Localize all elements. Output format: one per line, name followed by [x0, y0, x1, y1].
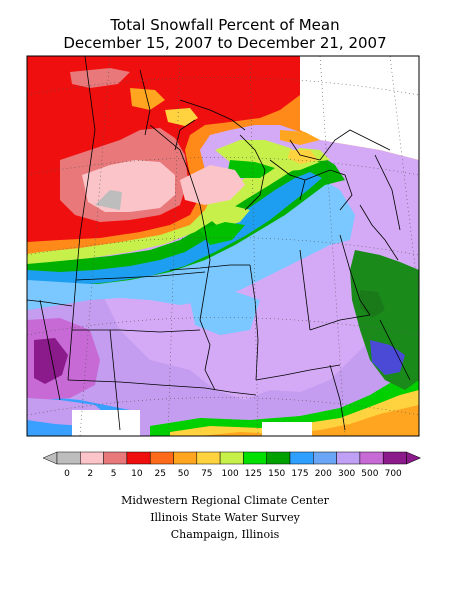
- legend-swatch: [80, 451, 104, 465]
- legend-arrow-high: [406, 451, 422, 465]
- credit-location: Champaign, Illinois: [170, 528, 280, 541]
- legend-swatch: [103, 451, 128, 465]
- legend-label: 2: [87, 469, 93, 479]
- legend-label: 700: [385, 469, 402, 479]
- legend-swatches: [42, 451, 422, 465]
- legend-swatch: [359, 451, 384, 465]
- map-frame: [26, 55, 420, 437]
- legend-swatch: [126, 451, 151, 465]
- legend-label: 75: [201, 469, 212, 479]
- credit-survey: Illinois State Water Survey: [150, 511, 300, 524]
- legend-label: 0: [64, 469, 70, 479]
- legend-labels: 0 2 5 10 25 50 75 100 125 150 175 200 300 500 700: [64, 469, 402, 479]
- legend-swatch: [149, 451, 174, 465]
- legend-swatch: [196, 451, 221, 465]
- legend-arrow-low: [42, 451, 58, 465]
- legend-swatch: [173, 451, 198, 465]
- legend-label: 175: [291, 469, 308, 479]
- snowfall-shading: [27, 56, 419, 436]
- map-title: Total Snowfall Percent of Mean: [110, 16, 340, 34]
- legend-label: 5: [111, 469, 117, 479]
- credit-organization: Midwestern Regional Climate Center: [121, 494, 329, 507]
- legend-label: 100: [222, 469, 239, 479]
- legend-label: 200: [315, 469, 332, 479]
- legend-label: 500: [361, 469, 378, 479]
- legend-swatch: [56, 451, 81, 465]
- legend-label: 50: [178, 469, 190, 479]
- legend-swatch: [382, 451, 407, 465]
- legend-swatch: [219, 451, 244, 465]
- legend-swatch: [313, 451, 337, 465]
- graticule: [27, 56, 419, 436]
- legend-swatch: [266, 451, 291, 465]
- legend-swatch: [336, 451, 361, 465]
- legend-label: 300: [338, 469, 355, 479]
- legend-swatch: [289, 451, 314, 465]
- map-date-range: December 15, 2007 to December 21, 2007: [63, 34, 387, 52]
- state-boundaries: [27, 56, 411, 431]
- legend-label: 150: [268, 469, 285, 479]
- legend-label: 10: [131, 469, 143, 479]
- legend-label: 125: [245, 469, 262, 479]
- legend-label: 25: [154, 469, 165, 479]
- legend-swatch: [243, 451, 267, 465]
